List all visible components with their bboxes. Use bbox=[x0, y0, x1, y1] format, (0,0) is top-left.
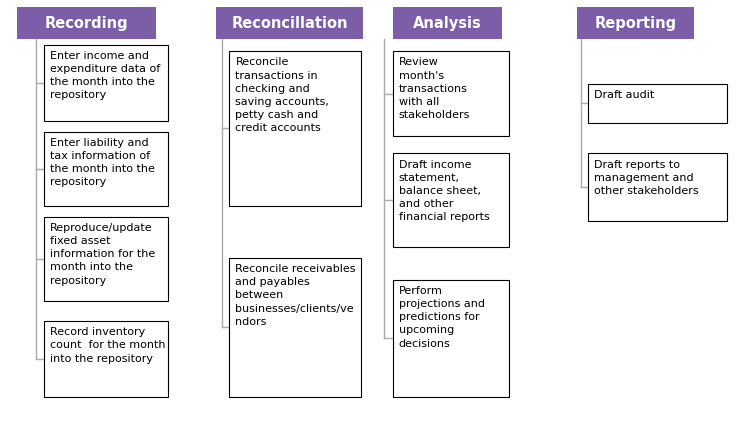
Text: Reconcillation: Reconcillation bbox=[232, 16, 347, 31]
FancyBboxPatch shape bbox=[393, 52, 509, 137]
FancyBboxPatch shape bbox=[44, 132, 168, 206]
Text: Perform
projections and
predictions for
upcoming
decisions: Perform projections and predictions for … bbox=[399, 285, 484, 348]
Text: Draft reports to
management and
other stakeholders: Draft reports to management and other st… bbox=[594, 159, 699, 196]
Text: Reconcile
transactions in
checking and
saving accounts,
petty cash and
credit ac: Reconcile transactions in checking and s… bbox=[235, 57, 329, 133]
FancyBboxPatch shape bbox=[229, 258, 361, 397]
FancyBboxPatch shape bbox=[44, 321, 168, 397]
FancyBboxPatch shape bbox=[578, 7, 693, 40]
FancyBboxPatch shape bbox=[229, 52, 361, 206]
FancyBboxPatch shape bbox=[393, 280, 509, 397]
Text: Draft audit: Draft audit bbox=[594, 90, 654, 100]
FancyBboxPatch shape bbox=[44, 46, 168, 122]
Text: Enter income and
expenditure data of
the month into the
repository: Enter income and expenditure data of the… bbox=[50, 51, 160, 100]
FancyBboxPatch shape bbox=[588, 154, 727, 221]
FancyBboxPatch shape bbox=[217, 7, 362, 40]
Text: Enter liability and
tax information of
the month into the
repository: Enter liability and tax information of t… bbox=[50, 138, 154, 187]
Text: Analysis: Analysis bbox=[413, 16, 482, 31]
Text: Draft income
statement,
balance sheet,
and other
financial reports: Draft income statement, balance sheet, a… bbox=[399, 159, 490, 222]
Text: Reporting: Reporting bbox=[594, 16, 677, 31]
FancyBboxPatch shape bbox=[17, 7, 156, 40]
Text: Reproduce/update
fixed asset
information for the
month into the
repository: Reproduce/update fixed asset information… bbox=[50, 222, 155, 285]
Text: Record inventory
count  for the month
into the repository: Record inventory count for the month int… bbox=[50, 326, 165, 363]
FancyBboxPatch shape bbox=[393, 154, 509, 247]
FancyBboxPatch shape bbox=[588, 85, 727, 124]
Text: Recording: Recording bbox=[44, 16, 129, 31]
Text: Review
month's
transactions
with all
stakeholders: Review month's transactions with all sta… bbox=[399, 57, 470, 120]
FancyBboxPatch shape bbox=[44, 217, 168, 302]
Text: Reconcile receivables
and payables
between
businesses/clients/ve
ndors: Reconcile receivables and payables betwe… bbox=[235, 263, 356, 326]
FancyBboxPatch shape bbox=[393, 7, 502, 40]
